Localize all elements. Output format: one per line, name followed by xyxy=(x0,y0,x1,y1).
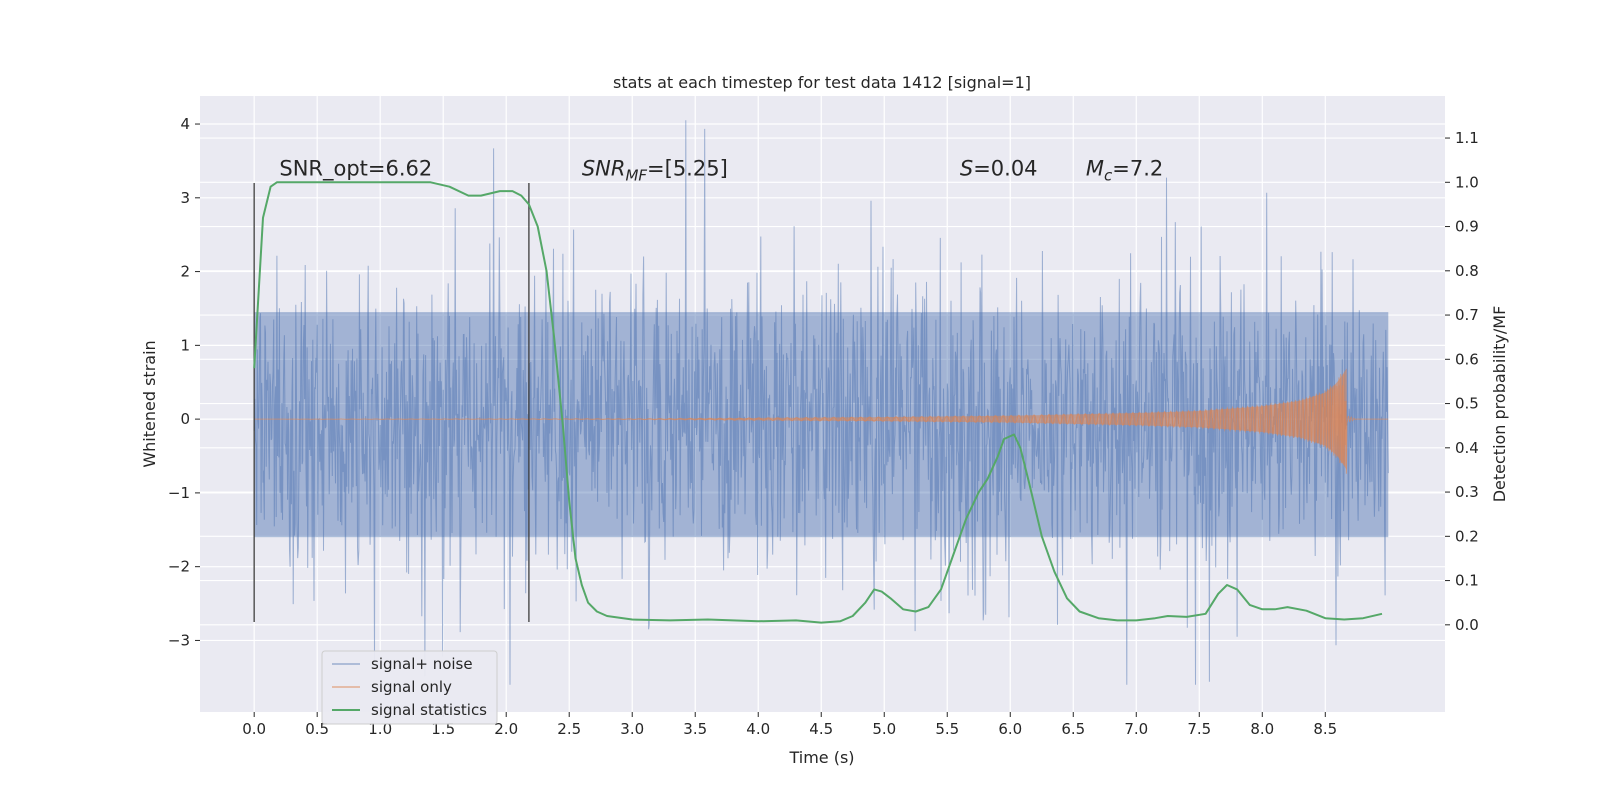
yl-tick-label-3: 0 xyxy=(180,410,190,428)
annotation-snr-mf: SNRMF=[5.25] xyxy=(582,157,728,185)
yl-tick-label-7: 4 xyxy=(180,115,190,133)
legend-label-signal-statistics: signal statistics xyxy=(371,701,487,719)
chart-title: stats at each timestep for test data 141… xyxy=(613,73,1031,92)
x-tick-label-8: 4.0 xyxy=(746,720,770,738)
annotation-s-value: S=0.04 xyxy=(960,157,1038,181)
yr-tick-label-10: 1.0 xyxy=(1455,173,1479,191)
legend-box xyxy=(321,650,498,725)
x-tick-label-16: 8.0 xyxy=(1250,720,1274,738)
y-axis-left-ticks: −3 −2 −1 0 1 2 3 4 xyxy=(168,115,200,649)
x-tick-label-11: 5.5 xyxy=(935,720,959,738)
x-tick-label-5: 2.5 xyxy=(557,720,581,738)
y-axis-left-label: Whitened strain xyxy=(140,340,159,467)
noise-trace xyxy=(253,120,1389,685)
x-tick-label-17: 8.5 xyxy=(1313,720,1337,738)
series-signal-statistics xyxy=(253,181,1383,624)
yr-tick-label-6: 0.6 xyxy=(1455,350,1479,368)
yl-tick-label-6: 3 xyxy=(180,189,190,207)
yl-tick-label-2: −1 xyxy=(168,484,190,502)
yl-tick-label-5: 2 xyxy=(180,263,190,281)
annotation-snr-opt: SNR_opt=6.62 xyxy=(279,157,432,182)
yr-tick-label-7: 0.7 xyxy=(1455,306,1479,324)
x-tick-label-14: 7.0 xyxy=(1124,720,1148,738)
x-tick-label-9: 4.5 xyxy=(809,720,833,738)
y-axis-right-label: Detection probability/MF xyxy=(1490,306,1509,503)
yr-tick-label-4: 0.4 xyxy=(1455,439,1479,457)
series-signal-only xyxy=(254,368,1389,474)
legend: signal+ noise signal only signal statist… xyxy=(321,650,498,725)
vertical-markers xyxy=(253,183,530,622)
yr-tick-label-0: 0.0 xyxy=(1455,616,1479,634)
x-axis-label: Time (s) xyxy=(788,748,854,767)
yr-tick-label-1: 0.1 xyxy=(1455,572,1479,590)
x-tick-label-10: 5.0 xyxy=(872,720,896,738)
chirp-envelope xyxy=(254,368,1347,470)
x-tick-label-12: 6.0 xyxy=(998,720,1022,738)
yr-tick-label-5: 0.5 xyxy=(1455,395,1479,413)
legend-label-signal-plus-noise: signal+ noise xyxy=(371,655,473,673)
yr-tick-label-11: 1.1 xyxy=(1455,129,1479,147)
x-tick-label-7: 3.5 xyxy=(683,720,707,738)
yr-tick-label-9: 0.9 xyxy=(1455,218,1479,236)
yl-tick-label-0: −3 xyxy=(168,631,190,649)
x-tick-label-6: 3.0 xyxy=(620,720,644,738)
yl-tick-label-4: 1 xyxy=(180,336,190,354)
y-axis-right-ticks: 0.0 0.1 0.2 0.3 0.4 0.5 0.6 0.7 0.8 0.9 1.0 1.1 xyxy=(1445,129,1479,634)
yr-tick-label-3: 0.3 xyxy=(1455,483,1479,501)
yl-tick-label-1: −2 xyxy=(168,558,190,576)
yr-tick-label-8: 0.8 xyxy=(1455,262,1479,280)
yr-tick-label-2: 0.2 xyxy=(1455,527,1479,545)
x-tick-label-0: 0.0 xyxy=(242,720,266,738)
x-tick-label-1: 0.5 xyxy=(305,720,329,738)
x-tick-label-15: 7.5 xyxy=(1187,720,1211,738)
x-tick-label-13: 6.5 xyxy=(1061,720,1085,738)
annotations: SNR_opt=6.62 SNRMF=[5.25] S=0.04 Mc=7.2 xyxy=(279,157,1163,185)
chirp-trace xyxy=(254,374,1389,474)
x-tick-label-4: 2.0 xyxy=(494,720,518,738)
legend-label-signal-only: signal only xyxy=(371,678,452,696)
statistics-line xyxy=(253,181,1383,624)
annotation-mc-value: Mc=7.2 xyxy=(1086,157,1163,185)
